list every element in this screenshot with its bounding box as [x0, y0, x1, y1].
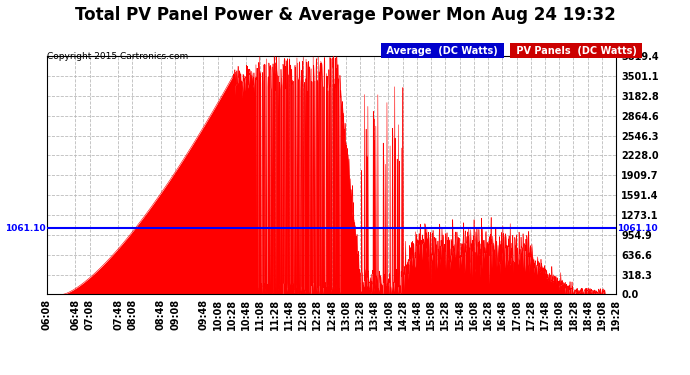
Text: 1061.10: 1061.10 — [618, 224, 658, 233]
Text: PV Panels  (DC Watts): PV Panels (DC Watts) — [513, 46, 640, 56]
Text: Average  (DC Watts): Average (DC Watts) — [383, 46, 501, 56]
Text: Copyright 2015 Cartronics.com: Copyright 2015 Cartronics.com — [47, 52, 188, 61]
Text: Total PV Panel Power & Average Power Mon Aug 24 19:32: Total PV Panel Power & Average Power Mon… — [75, 6, 615, 24]
Text: 1061.10: 1061.10 — [5, 224, 46, 233]
